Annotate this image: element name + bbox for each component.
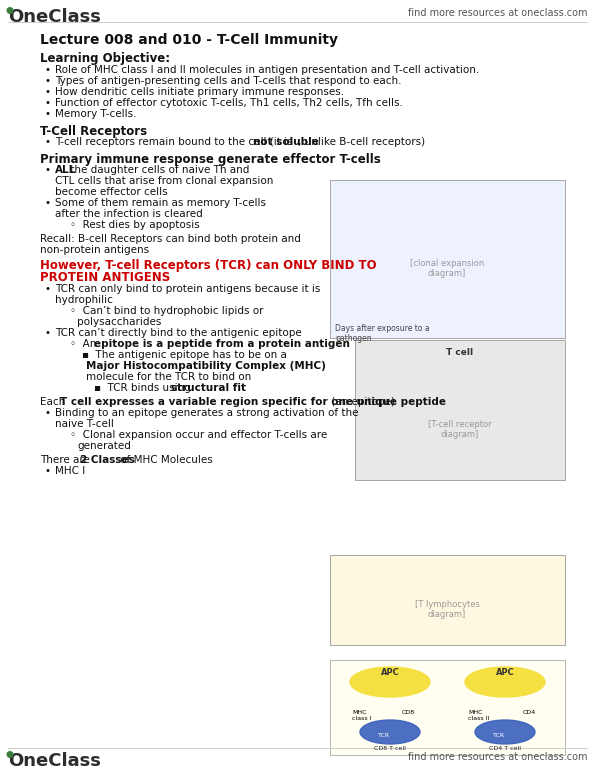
Text: •: • xyxy=(45,198,51,208)
Text: T-Cell Receptors: T-Cell Receptors xyxy=(40,125,147,138)
Text: MHC I: MHC I xyxy=(55,466,85,476)
Text: ◦  Clonal expansion occur and effector T-cells are: ◦ Clonal expansion occur and effector T-… xyxy=(70,430,327,440)
Text: Function of effector cytotoxic T-cells, Th1 cells, Th2 cells, Tfh cells.: Function of effector cytotoxic T-cells, … xyxy=(55,98,403,108)
Text: Days after exposure to a
pathogen: Days after exposure to a pathogen xyxy=(335,324,430,343)
Text: •: • xyxy=(45,466,51,476)
Ellipse shape xyxy=(475,720,535,744)
Text: 2 Classes: 2 Classes xyxy=(80,455,135,465)
Text: Major Histocompatibility Complex (MHC): Major Histocompatibility Complex (MHC) xyxy=(86,361,326,371)
Text: •: • xyxy=(45,65,51,75)
Text: There are: There are xyxy=(40,455,93,465)
Text: CD4: CD4 xyxy=(523,710,536,715)
Text: find more resources at oneclass.com: find more resources at oneclass.com xyxy=(408,752,587,762)
Text: molecule for the TCR to bind on: molecule for the TCR to bind on xyxy=(86,372,251,382)
Text: TCR: TCR xyxy=(493,733,505,738)
Text: ◦  Rest dies by apoptosis: ◦ Rest dies by apoptosis xyxy=(70,220,200,230)
Text: •: • xyxy=(45,328,51,338)
Text: Learning Objective:: Learning Objective: xyxy=(40,52,170,65)
Text: generated: generated xyxy=(77,441,131,451)
Text: MHC
class I: MHC class I xyxy=(352,710,371,721)
Text: Memory T-cells.: Memory T-cells. xyxy=(55,109,136,119)
Text: •: • xyxy=(45,165,51,175)
Text: CD8: CD8 xyxy=(402,710,415,715)
Text: [T lymphocytes
diagram]: [T lymphocytes diagram] xyxy=(415,600,480,619)
Circle shape xyxy=(7,752,13,758)
Text: ALL: ALL xyxy=(55,165,76,175)
Text: T-cell receptors remain bound to the cell (it is: T-cell receptors remain bound to the cel… xyxy=(55,137,296,147)
Text: •: • xyxy=(45,284,51,294)
Text: Recall: B-cell Receptors can bind both protein and: Recall: B-cell Receptors can bind both p… xyxy=(40,234,301,244)
Text: ◦  Can’t bind to hydrophobic lipids or: ◦ Can’t bind to hydrophobic lipids or xyxy=(70,306,264,316)
Text: PROTEIN ANTIGENS: PROTEIN ANTIGENS xyxy=(40,271,170,284)
Text: •: • xyxy=(45,98,51,108)
Text: [clonal expansion
diagram]: [clonal expansion diagram] xyxy=(410,259,484,279)
Text: (an epitope): (an epitope) xyxy=(328,397,394,407)
Text: •: • xyxy=(45,87,51,97)
Text: Lecture 008 and 010 - T-Cell Immunity: Lecture 008 and 010 - T-Cell Immunity xyxy=(40,33,338,47)
Text: •: • xyxy=(45,76,51,86)
Text: TCR can only bind to protein antigens because it is: TCR can only bind to protein antigens be… xyxy=(55,284,320,294)
Text: Types of antigen-presenting cells and T-cells that respond to each.: Types of antigen-presenting cells and T-… xyxy=(55,76,402,86)
Text: Role of MHC class I and II molecules in antigen presentation and T-cell activati: Role of MHC class I and II molecules in … xyxy=(55,65,479,75)
Text: TCR can’t directly bind to the antigenic epitope: TCR can’t directly bind to the antigenic… xyxy=(55,328,302,338)
Ellipse shape xyxy=(360,720,420,744)
Text: •: • xyxy=(45,408,51,418)
Text: How dendritic cells initiate primary immune responses.: How dendritic cells initiate primary imm… xyxy=(55,87,344,97)
Text: hydrophilic: hydrophilic xyxy=(55,295,113,305)
Text: find more resources at oneclass.com: find more resources at oneclass.com xyxy=(408,8,587,18)
Text: epitope is a peptide from a protein antigen: epitope is a peptide from a protein anti… xyxy=(94,339,350,349)
FancyBboxPatch shape xyxy=(330,660,565,755)
Text: •: • xyxy=(45,109,51,119)
Text: polysaccharides: polysaccharides xyxy=(77,317,161,327)
Text: TCR: TCR xyxy=(378,733,390,738)
FancyBboxPatch shape xyxy=(355,340,565,480)
Text: However, T-cell Receptors (TCR) can ONLY BIND TO: However, T-cell Receptors (TCR) can ONLY… xyxy=(40,259,377,272)
Text: OneClass: OneClass xyxy=(8,8,101,26)
Text: become effector cells: become effector cells xyxy=(55,187,168,197)
Text: Primary immune response generate effector T-cells: Primary immune response generate effecto… xyxy=(40,153,381,166)
Text: , unlike B-cell receptors): , unlike B-cell receptors) xyxy=(298,137,425,147)
Text: CTL cells that arise from clonal expansion: CTL cells that arise from clonal expansi… xyxy=(55,176,273,186)
Ellipse shape xyxy=(465,667,545,697)
FancyBboxPatch shape xyxy=(330,555,565,645)
Text: [T-cell receptor
diagram]: [T-cell receptor diagram] xyxy=(428,420,492,440)
Text: Binding to an epitope generates a strong activation of the: Binding to an epitope generates a strong… xyxy=(55,408,359,418)
Text: T cell: T cell xyxy=(446,348,474,357)
Text: APC: APC xyxy=(381,668,399,677)
Text: T cell expresses a variable region specific for one unique peptide: T cell expresses a variable region speci… xyxy=(60,397,446,407)
Text: of MHC Molecules: of MHC Molecules xyxy=(117,455,212,465)
Text: CD8 T cell: CD8 T cell xyxy=(374,746,406,751)
Text: ◦  An: ◦ An xyxy=(70,339,99,349)
Text: CD4 T cell: CD4 T cell xyxy=(489,746,521,751)
Text: naive T-cell: naive T-cell xyxy=(55,419,114,429)
Text: Each: Each xyxy=(40,397,68,407)
Ellipse shape xyxy=(350,667,430,697)
Text: the daughter cells of naive Th and: the daughter cells of naive Th and xyxy=(67,165,249,175)
Text: MHC
class II: MHC class II xyxy=(468,710,489,721)
Text: ▪  TCR binds using: ▪ TCR binds using xyxy=(94,383,194,393)
Text: non-protein antigens: non-protein antigens xyxy=(40,245,149,255)
Text: after the infection is cleared: after the infection is cleared xyxy=(55,209,203,219)
Text: structural fit: structural fit xyxy=(171,383,246,393)
Circle shape xyxy=(7,8,13,13)
Text: Some of them remain as memory T-cells: Some of them remain as memory T-cells xyxy=(55,198,266,208)
FancyBboxPatch shape xyxy=(330,180,565,338)
Text: not soluble: not soluble xyxy=(253,137,320,147)
Text: ▪  The antigenic epitope has to be on a: ▪ The antigenic epitope has to be on a xyxy=(82,350,290,360)
Text: OneClass: OneClass xyxy=(8,752,101,770)
Text: APC: APC xyxy=(496,668,514,677)
Text: •: • xyxy=(45,137,51,147)
